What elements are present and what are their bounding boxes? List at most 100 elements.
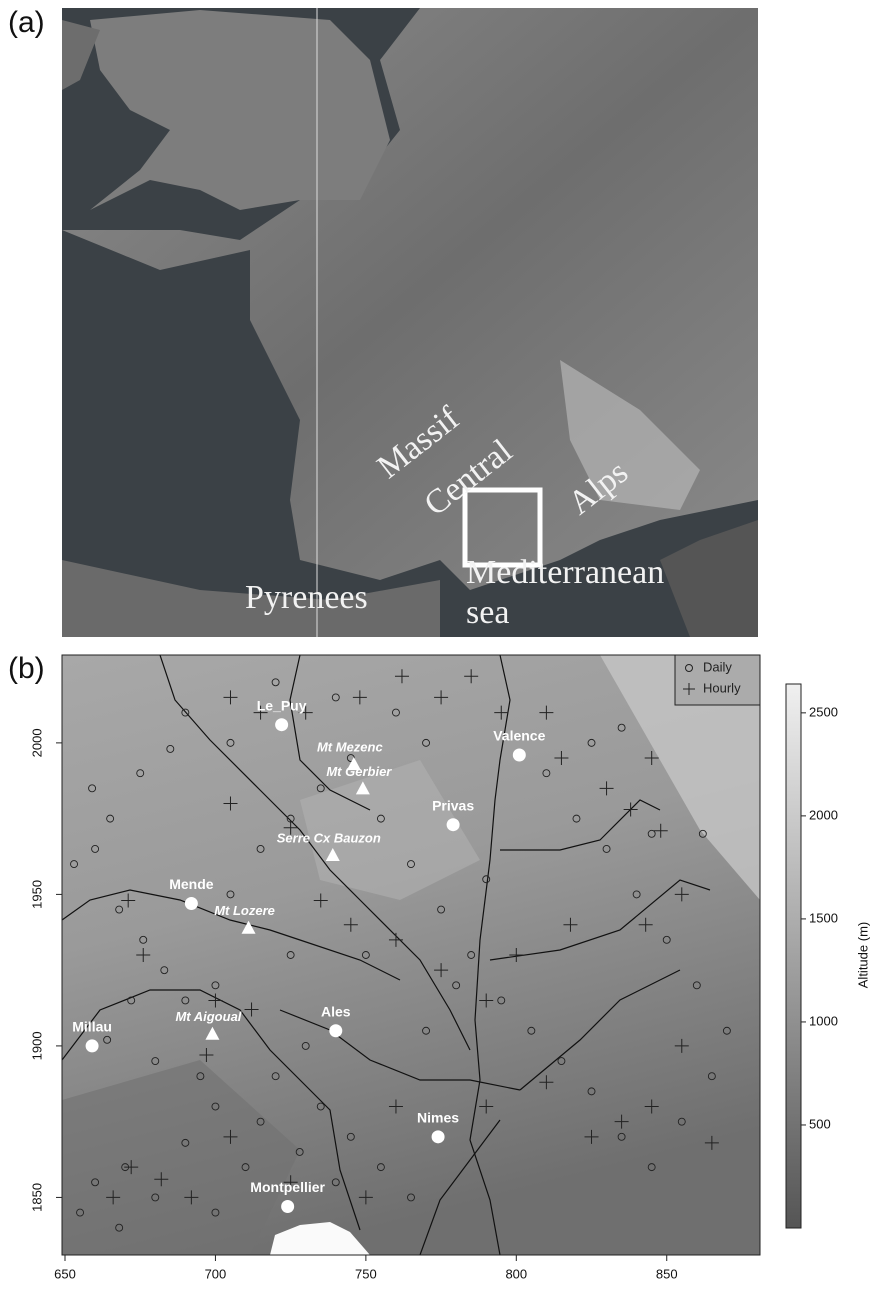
daily-station	[346, 1132, 355, 1141]
daily-station	[692, 981, 701, 990]
daily-station	[226, 738, 235, 747]
daily-station	[271, 1072, 280, 1081]
hourly-station	[494, 705, 509, 720]
city-marker	[281, 1200, 295, 1214]
daily-station	[557, 1057, 566, 1066]
daily-station	[407, 1193, 415, 1202]
daily-station	[226, 890, 235, 899]
hourly-station	[539, 705, 554, 720]
y-tick-label: 1900	[29, 1031, 44, 1060]
hourly-station	[434, 690, 449, 705]
y-tick-label: 1950	[29, 880, 44, 909]
hourly-station	[223, 690, 238, 705]
summit-marker	[355, 781, 370, 795]
hourly-station	[358, 1190, 373, 1205]
hourly-station	[394, 669, 409, 684]
daily-station	[452, 981, 461, 990]
hourly-station	[121, 893, 136, 908]
x-tick-label: 800	[505, 1266, 527, 1281]
city-label: Montpellier	[250, 1179, 325, 1195]
daily-station	[151, 1193, 160, 1202]
summit-marker	[241, 920, 256, 934]
hourly-station	[479, 993, 494, 1008]
x-tick-label: 650	[54, 1266, 76, 1281]
daily-station	[632, 890, 641, 899]
daily-station	[617, 1132, 626, 1141]
daily-station	[301, 1041, 310, 1050]
hourly-station	[388, 1099, 403, 1114]
hourly-station	[563, 917, 578, 932]
plot-frame	[61, 654, 761, 1256]
y-tick-label: 2000	[29, 728, 44, 757]
daily-station	[70, 860, 78, 869]
daily-station	[181, 996, 190, 1005]
hourly-station	[554, 751, 569, 766]
rivers	[62, 655, 711, 1255]
hourly-station	[614, 1114, 629, 1129]
summit-label: Mt Gerbier	[326, 764, 392, 779]
daily-station	[602, 844, 611, 853]
city-label: Mende	[169, 876, 214, 892]
city-label: Ales	[321, 1003, 351, 1019]
summit-marker	[346, 757, 361, 771]
summit-marker	[205, 1026, 220, 1040]
hourly-station	[208, 993, 223, 1008]
summit-label: Mt Mezenc	[317, 740, 384, 755]
summit-label: Mt Lozere	[214, 903, 275, 918]
relief-map	[62, 655, 760, 1255]
daily-station	[331, 1178, 340, 1187]
hourly-station	[199, 1048, 214, 1062]
hourly-station	[223, 796, 238, 811]
daily-station	[647, 829, 656, 838]
daily-station	[617, 723, 626, 732]
colorbar-tick-label: 500	[809, 1116, 831, 1131]
daily-station	[698, 829, 707, 838]
hourly-station	[283, 820, 298, 835]
daily-station	[181, 1138, 190, 1147]
daily-station	[422, 1026, 430, 1035]
daily-station	[103, 1035, 112, 1044]
hourly-station	[434, 963, 449, 978]
satellite-image	[62, 8, 758, 637]
hourly-station	[479, 1099, 494, 1114]
daily-station	[587, 738, 596, 747]
daily-station	[392, 708, 400, 717]
daily-station	[376, 814, 385, 823]
daily-station	[707, 1072, 716, 1081]
daily-station	[91, 844, 100, 853]
x-tick-label: 750	[355, 1266, 377, 1281]
legend-label: Hourly	[703, 680, 741, 695]
daily-station	[151, 1057, 160, 1066]
daily-station	[211, 1208, 220, 1217]
daily-station	[139, 935, 148, 944]
daily-station	[331, 693, 340, 702]
city-marker	[275, 718, 289, 732]
daily-station	[136, 769, 145, 778]
daily-station	[211, 1102, 220, 1111]
panel-label: (b)	[8, 652, 45, 685]
daily-station	[467, 951, 476, 959]
daily-station	[497, 996, 506, 1005]
hourly-station	[223, 1129, 238, 1144]
daily-station	[115, 1223, 124, 1232]
daily-station	[422, 738, 430, 747]
colorbar-tick-label: 1000	[809, 1013, 838, 1028]
daily-station	[115, 905, 124, 914]
city-marker	[446, 818, 460, 832]
daily-station	[211, 981, 220, 990]
city-label: Valence	[493, 728, 545, 744]
daily-station	[196, 1072, 205, 1081]
region-label: sea	[466, 594, 509, 631]
daily-station	[295, 1148, 304, 1156]
hourly-station	[623, 802, 638, 817]
hourly-station	[584, 1129, 599, 1144]
panel-label: (a)	[8, 6, 45, 39]
daily-station	[376, 1163, 385, 1172]
hourly-station	[136, 948, 151, 962]
hourly-station	[644, 1099, 659, 1114]
city-marker	[512, 748, 526, 762]
daily-station	[407, 860, 415, 869]
daily-station	[662, 935, 671, 944]
hourly-station	[674, 887, 689, 902]
